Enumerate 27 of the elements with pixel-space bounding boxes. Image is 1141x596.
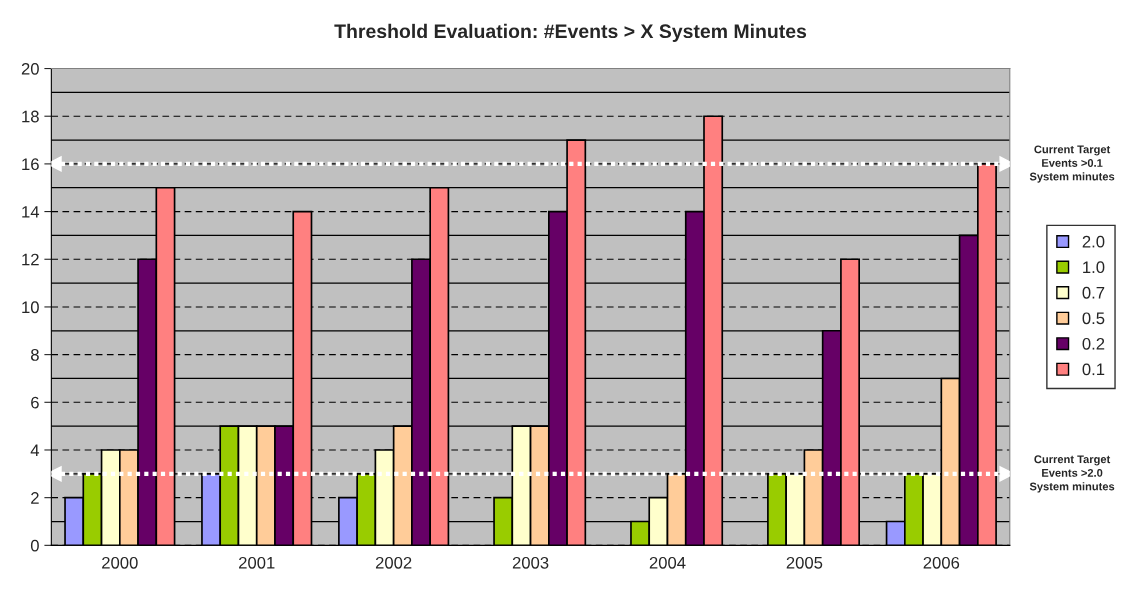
y-tick-label: 20 (21, 62, 39, 75)
x-tick-label: 2006 (923, 556, 960, 569)
x-tick-label: 2005 (786, 556, 823, 569)
legend-label: 0.7 (1082, 286, 1105, 299)
y-tick-label: 18 (22, 110, 39, 123)
legend-label: 0.1 (1082, 363, 1105, 376)
x-tick-label: 2001 (239, 556, 275, 569)
y-tick-label: 2 (31, 492, 39, 504)
y-tick-label: 12 (22, 253, 39, 266)
y-tick-label: 0 (30, 539, 39, 552)
legend-label: 0.5 (1082, 312, 1105, 325)
legend-label: 1.0 (1083, 261, 1105, 274)
ref-line-label: Current Target Events >0.1 System minutes (1029, 145, 1115, 183)
y-tick-label: 6 (31, 396, 39, 409)
x-tick-label: 2000 (102, 556, 138, 569)
y-tick-label: 8 (31, 349, 39, 361)
y-tick-label: 16 (22, 158, 39, 171)
legend-label: 0.2 (1082, 337, 1105, 350)
x-tick-label: 2003 (512, 556, 549, 569)
y-tick-label: 4 (30, 444, 40, 457)
legend-label: 2.0 (1082, 235, 1105, 248)
x-tick-label: 2004 (649, 556, 686, 569)
y-tick-label: 14 (22, 206, 40, 218)
ref-line-label: Current Target Events >2.0 System minutes (1029, 455, 1115, 493)
y-tick-label: 10 (22, 301, 39, 314)
x-tick-label: 2002 (375, 556, 412, 569)
chart-title: Threshold Evaluation: #Events > X System Minutes (334, 23, 807, 42)
